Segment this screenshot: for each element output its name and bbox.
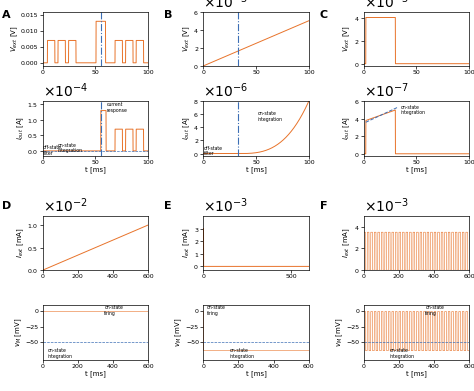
- Y-axis label: $i_{out}$ [A]: $i_{out}$ [A]: [182, 117, 192, 140]
- Text: on-state
integration: on-state integration: [390, 348, 415, 359]
- Text: on-state
firing: on-state firing: [425, 305, 444, 316]
- Text: E: E: [164, 201, 171, 212]
- Text: off-state
filter: off-state filter: [43, 145, 62, 156]
- X-axis label: t [ms]: t [ms]: [85, 370, 106, 377]
- Text: on-state
integration: on-state integration: [401, 105, 426, 115]
- X-axis label: t [ms]: t [ms]: [406, 166, 427, 173]
- X-axis label: t [ms]: t [ms]: [85, 166, 106, 173]
- Text: A: A: [2, 10, 11, 20]
- Y-axis label: $I_{ext}$ [mA]: $I_{ext}$ [mA]: [15, 228, 26, 258]
- Text: on-state
firing: on-state firing: [207, 305, 226, 316]
- Text: on-state
firing: on-state firing: [104, 305, 123, 316]
- Text: on-state
integration: on-state integration: [258, 111, 283, 122]
- Text: on-state
integration: on-state integration: [57, 143, 82, 153]
- Text: current
response: current response: [107, 102, 128, 113]
- Text: off-state
filter: off-state filter: [204, 145, 223, 156]
- Text: C: C: [320, 10, 328, 20]
- X-axis label: t [ms]: t [ms]: [246, 166, 266, 173]
- Y-axis label: $I_{ext}$ [mA]: $I_{ext}$ [mA]: [182, 228, 192, 258]
- Y-axis label: $V_{ext}$ [V]: $V_{ext}$ [V]: [182, 25, 192, 52]
- Text: B: B: [164, 10, 172, 20]
- Y-axis label: $i_{out}$ [A]: $i_{out}$ [A]: [15, 117, 26, 140]
- Y-axis label: $v_M$ [mV]: $v_M$ [mV]: [335, 318, 345, 347]
- Y-axis label: $I_{ext}$ [mA]: $I_{ext}$ [mA]: [342, 228, 353, 258]
- X-axis label: t [ms]: t [ms]: [406, 370, 427, 377]
- Y-axis label: $v_M$ [mV]: $v_M$ [mV]: [13, 318, 24, 347]
- Y-axis label: $i_{out}$ [A]: $i_{out}$ [A]: [342, 117, 353, 140]
- Text: on-state
integration: on-state integration: [229, 348, 255, 359]
- Y-axis label: $v_M$ [mV]: $v_M$ [mV]: [174, 318, 184, 347]
- Text: on-state
integration: on-state integration: [48, 348, 73, 359]
- Y-axis label: $V_{ext}$ [V]: $V_{ext}$ [V]: [342, 25, 353, 52]
- Y-axis label: $V_{ext}$ [V]: $V_{ext}$ [V]: [9, 25, 19, 52]
- Text: F: F: [320, 201, 328, 212]
- Text: D: D: [2, 201, 12, 212]
- X-axis label: t [ms]: t [ms]: [246, 370, 266, 377]
